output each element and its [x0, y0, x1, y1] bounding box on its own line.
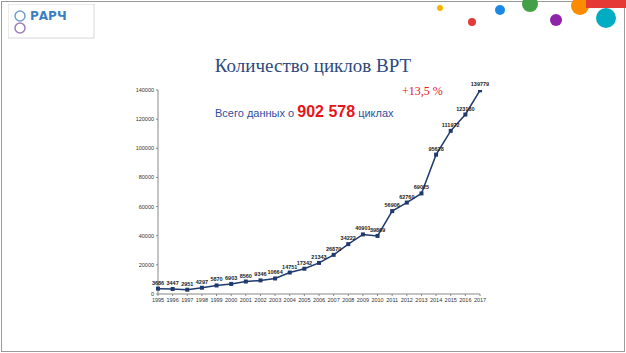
svg-text:2011: 2011	[386, 297, 398, 303]
html-text:Всего данных о902 578циклах: Всего данных о902 578циклах	[215, 103, 394, 120]
svg-text:1996: 1996	[167, 297, 179, 303]
svg-text:10664: 10664	[267, 269, 283, 275]
svg-text:5870: 5870	[210, 276, 222, 282]
svg-text:69025: 69025	[414, 184, 429, 190]
svg-text:2007: 2007	[328, 297, 340, 303]
svg-text:2015: 2015	[445, 297, 457, 303]
svg-text:26870: 26870	[326, 246, 341, 252]
svg-text:6903: 6903	[225, 275, 237, 281]
svg-text:123180: 123180	[456, 106, 474, 112]
svg-text:40901: 40901	[355, 225, 370, 231]
svg-text:95628: 95628	[428, 146, 443, 152]
svg-text:1999: 1999	[210, 297, 222, 303]
svg-text:2005: 2005	[298, 297, 310, 303]
svg-text:14751: 14751	[282, 264, 297, 270]
svg-text:56906: 56906	[385, 202, 400, 208]
svg-text:4297: 4297	[196, 279, 208, 285]
svg-text:17342: 17342	[297, 260, 312, 266]
svg-text:2013: 2013	[415, 297, 427, 303]
svg-text:2003: 2003	[269, 297, 281, 303]
svg-text:62760: 62760	[399, 194, 414, 200]
svg-text:9346: 9346	[254, 271, 266, 277]
svg-text:39869: 39869	[370, 227, 385, 233]
svg-text:2012: 2012	[401, 297, 413, 303]
svg-text:40000: 40000	[139, 233, 154, 239]
svg-text:2002: 2002	[254, 297, 266, 303]
svg-text:8560: 8560	[240, 273, 252, 279]
svg-text:111972: 111972	[442, 122, 460, 128]
svg-text:2009: 2009	[357, 297, 369, 303]
svg-text:3447: 3447	[167, 280, 179, 286]
svg-text:2951: 2951	[181, 281, 193, 287]
html-text:+13,5 %: +13,5 %	[402, 84, 443, 98]
svg-text:140000: 140000	[136, 87, 154, 93]
svg-text:2017: 2017	[474, 297, 486, 303]
svg-text:80000: 80000	[139, 174, 154, 180]
html-text:Количество циклов ВРТ: Количество циклов ВРТ	[214, 55, 412, 76]
svg-text:0: 0	[151, 291, 154, 297]
svg-text:21343: 21343	[311, 254, 326, 260]
svg-text:2016: 2016	[459, 297, 471, 303]
svg-text:120000: 120000	[136, 116, 154, 122]
svg-text:2001: 2001	[240, 297, 252, 303]
svg-text:1997: 1997	[181, 297, 193, 303]
svg-text:РАРЧ: РАРЧ	[30, 9, 67, 23]
svg-text:2000: 2000	[225, 297, 237, 303]
svg-text:1998: 1998	[196, 297, 208, 303]
svg-text:2014: 2014	[430, 297, 442, 303]
svg-text:1995: 1995	[152, 297, 164, 303]
svg-text:2008: 2008	[342, 297, 354, 303]
svg-text:2006: 2006	[313, 297, 325, 303]
svg-text:100000: 100000	[136, 145, 154, 151]
svg-text:2004: 2004	[284, 297, 296, 303]
svg-text:60000: 60000	[139, 204, 154, 210]
svg-text:3686: 3686	[152, 280, 164, 286]
svg-text:20000: 20000	[139, 262, 154, 268]
svg-text:139779: 139779	[471, 81, 489, 87]
svg-text:2010: 2010	[371, 297, 383, 303]
svg-text:34222: 34222	[341, 235, 356, 241]
